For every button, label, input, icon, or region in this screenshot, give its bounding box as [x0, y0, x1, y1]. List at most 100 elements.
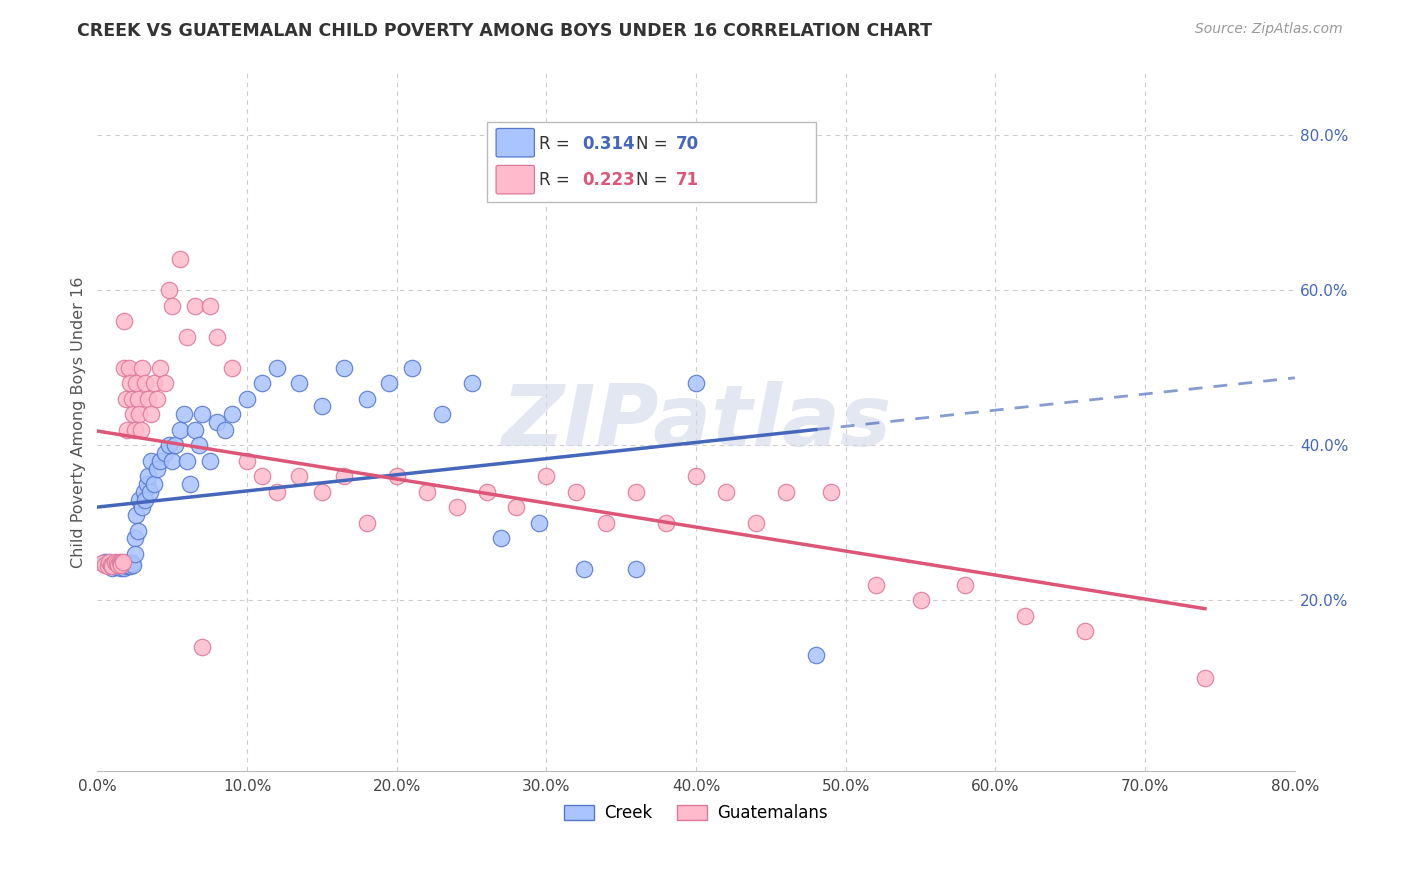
- Point: [141, 454, 163, 468]
- Point: [104, 558, 127, 572]
- Point: [311, 484, 333, 499]
- Point: [105, 560, 128, 574]
- Point: [94, 555, 117, 569]
- Point: [128, 492, 150, 507]
- Point: [505, 500, 527, 515]
- Point: [153, 446, 176, 460]
- Text: R =: R =: [538, 135, 575, 153]
- Point: [198, 454, 221, 468]
- Point: [110, 561, 132, 575]
- Point: [136, 392, 159, 406]
- Point: [169, 252, 191, 266]
- Point: [655, 516, 678, 530]
- Point: [122, 558, 145, 572]
- Point: [117, 558, 139, 572]
- Point: [188, 438, 211, 452]
- Point: [136, 469, 159, 483]
- Point: [134, 492, 156, 507]
- Point: [527, 516, 550, 530]
- Point: [1194, 671, 1216, 685]
- Point: [401, 360, 423, 375]
- Point: [236, 454, 259, 468]
- Point: [117, 423, 139, 437]
- Point: [114, 556, 136, 570]
- Point: [143, 376, 166, 391]
- Point: [131, 360, 153, 375]
- Point: [910, 593, 932, 607]
- Point: [134, 376, 156, 391]
- Point: [127, 524, 149, 538]
- Point: [179, 477, 201, 491]
- Point: [114, 392, 136, 406]
- Point: [108, 558, 131, 572]
- Point: [1074, 624, 1097, 639]
- Point: [572, 562, 595, 576]
- Point: [266, 484, 288, 499]
- Point: [124, 423, 146, 437]
- Point: [124, 532, 146, 546]
- Point: [149, 360, 172, 375]
- Point: [311, 400, 333, 414]
- Point: [205, 415, 228, 429]
- Point: [183, 299, 205, 313]
- Point: [101, 559, 124, 574]
- Point: [121, 556, 143, 570]
- Y-axis label: Child Poverty Among Boys Under 16: Child Poverty Among Boys Under 16: [72, 277, 86, 567]
- Text: 70: 70: [676, 135, 699, 153]
- Point: [820, 484, 842, 499]
- Point: [131, 500, 153, 515]
- Point: [100, 558, 122, 572]
- Point: [714, 484, 737, 499]
- Point: [595, 516, 617, 530]
- Text: 0.223: 0.223: [582, 170, 636, 188]
- Point: [120, 558, 142, 572]
- Point: [250, 376, 273, 391]
- Text: ZIPatlas: ZIPatlas: [501, 381, 891, 464]
- Point: [108, 555, 131, 569]
- Point: [127, 392, 149, 406]
- Point: [804, 648, 827, 662]
- Point: [565, 484, 588, 499]
- Point: [191, 407, 214, 421]
- Point: [120, 376, 142, 391]
- Text: 71: 71: [676, 170, 699, 188]
- Point: [111, 555, 134, 569]
- Point: [160, 454, 183, 468]
- Point: [90, 556, 112, 570]
- Point: [221, 407, 243, 421]
- Point: [110, 558, 132, 572]
- Point: [146, 392, 169, 406]
- Point: [475, 484, 498, 499]
- Point: [288, 469, 311, 483]
- Point: [333, 469, 356, 483]
- Point: [685, 376, 707, 391]
- Point: [118, 556, 141, 570]
- Point: [149, 454, 172, 468]
- Point: [214, 423, 236, 437]
- Point: [236, 392, 259, 406]
- Point: [153, 376, 176, 391]
- Point: [865, 578, 887, 592]
- Point: [143, 477, 166, 491]
- Point: [460, 376, 482, 391]
- Point: [97, 559, 120, 574]
- Point: [101, 561, 124, 575]
- Point: [624, 484, 647, 499]
- Point: [356, 516, 378, 530]
- Point: [288, 376, 311, 391]
- Point: [128, 407, 150, 421]
- Point: [176, 454, 198, 468]
- Point: [112, 561, 135, 575]
- Point: [104, 555, 127, 569]
- Point: [191, 640, 214, 654]
- Point: [141, 407, 163, 421]
- Point: [98, 555, 121, 569]
- Point: [183, 423, 205, 437]
- FancyBboxPatch shape: [486, 122, 815, 202]
- Point: [624, 562, 647, 576]
- Point: [157, 438, 180, 452]
- Point: [135, 477, 157, 491]
- Point: [176, 329, 198, 343]
- Text: N =: N =: [636, 170, 673, 188]
- Point: [333, 360, 356, 375]
